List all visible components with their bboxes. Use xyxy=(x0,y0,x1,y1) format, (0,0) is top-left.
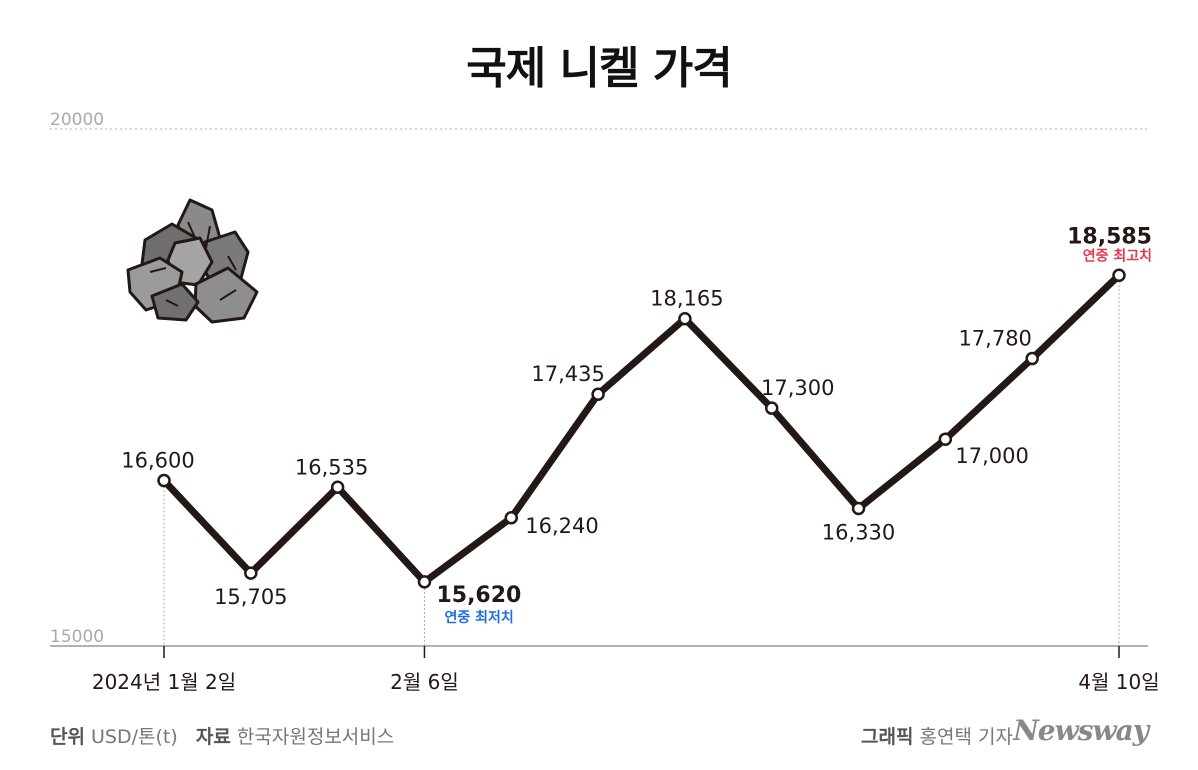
data-point xyxy=(851,501,866,516)
chart-footer-credit: 그래픽 홍연택 기자 xyxy=(861,722,1013,749)
annotation-label: 연중 최고치 xyxy=(1083,248,1152,264)
data-point xyxy=(417,575,432,589)
data-label: 18,165 xyxy=(650,287,723,311)
chart-title: 국제 니켈 가격 xyxy=(466,43,733,94)
graphic-label: 그래픽 xyxy=(861,726,914,748)
data-label: 16,535 xyxy=(295,455,368,479)
source-value: 한국자원정보서비스 xyxy=(236,726,395,748)
chart-axes: 20000 15000 xyxy=(50,110,1148,647)
data-label: 17,780 xyxy=(958,327,1031,351)
chart-data-labels: 16,600 15,705 16,535 15,620 16,240 17,435 18,1… xyxy=(121,224,1152,626)
unit-label: 단위 xyxy=(50,726,85,748)
data-point xyxy=(330,480,345,495)
data-point xyxy=(678,311,692,326)
data-point xyxy=(938,432,953,446)
data-point xyxy=(504,511,519,525)
data-point xyxy=(591,387,605,401)
data-label: 15,620 xyxy=(436,583,521,608)
y-tick-label: 20000 xyxy=(50,110,104,130)
x-tick-label: 4월 10일 xyxy=(1078,670,1159,694)
annotation-label: 연중 최저치 xyxy=(444,610,513,626)
data-point xyxy=(157,473,171,488)
x-tick-label: 2024년 1월 2일 xyxy=(92,670,236,694)
chart-guides: 2024년 1월 2일 2월 6일 4월 10일 xyxy=(92,281,1160,694)
data-point xyxy=(244,566,258,580)
nickel-ore-icon xyxy=(126,198,259,324)
x-tick-label: 2월 6일 xyxy=(390,670,459,694)
chart-footer-source: 단위 USD/톤(t) 자료 한국자원정보서비스 xyxy=(50,722,394,749)
data-label: 17,000 xyxy=(955,444,1028,468)
data-label: 15,705 xyxy=(214,585,287,609)
data-label: 17,300 xyxy=(761,376,834,400)
unit-value: USD/톤(t) xyxy=(91,726,178,748)
data-label: 16,240 xyxy=(525,514,598,538)
data-point xyxy=(1112,268,1126,283)
newsway-logo: Newsway xyxy=(1013,714,1149,747)
y-tick-label: 15000 xyxy=(50,627,104,647)
data-label: 17,435 xyxy=(531,362,604,386)
chart-series xyxy=(157,268,1126,589)
graphic-value: 홍연택 기자 xyxy=(919,726,1013,748)
data-label: 16,330 xyxy=(822,520,895,544)
source-label: 자료 xyxy=(195,726,231,748)
data-point xyxy=(1025,351,1039,366)
series-line xyxy=(160,271,1123,587)
data-point xyxy=(764,401,779,415)
data-label: 18,585 xyxy=(1067,224,1152,249)
data-label: 16,600 xyxy=(121,449,194,473)
